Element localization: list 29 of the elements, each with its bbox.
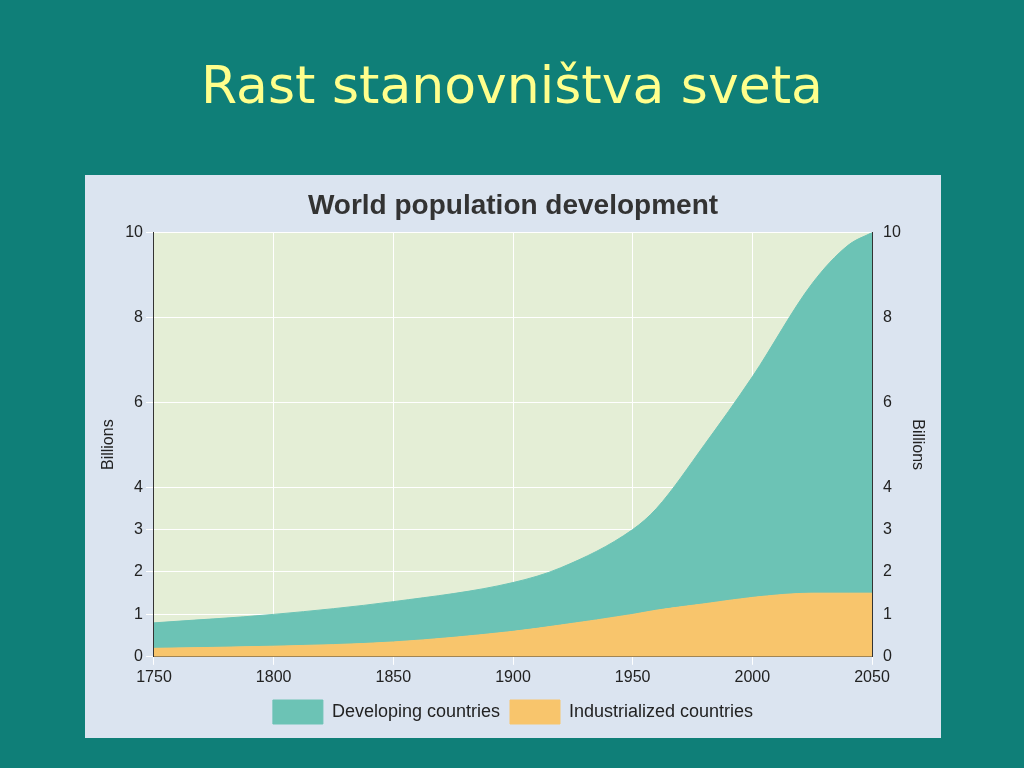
y-tick-label: 2 <box>134 562 144 580</box>
y-tick-label: 10 <box>125 223 144 241</box>
y2-tick-label: 3 <box>883 519 892 537</box>
y2-tick-label: 6 <box>883 392 892 410</box>
y-tick-label: 1 <box>134 604 144 622</box>
x-tick-label: 1850 <box>375 667 412 685</box>
y-tick-label: 4 <box>134 477 144 495</box>
chart-subtitle: World population development <box>307 188 719 220</box>
y-tick-label: 0 <box>134 647 144 665</box>
y2-tick-label: 2 <box>883 562 892 580</box>
legend-label: Industrialized countries <box>569 700 754 721</box>
y2-tick-label: 4 <box>883 477 892 495</box>
x-tick-label: 1900 <box>495 667 531 685</box>
y-axis-title: Billions <box>99 419 117 471</box>
x-tick-label: 1750 <box>136 667 172 685</box>
y2-tick-label: 10 <box>883 223 901 241</box>
legend-label: Developing countries <box>331 700 501 721</box>
y-tick-label: 8 <box>134 307 144 325</box>
y2-tick-label: 1 <box>883 604 892 622</box>
x-tick-label: 1800 <box>255 667 292 685</box>
y-tick-label: 6 <box>134 392 144 410</box>
x-tick-label: 1950 <box>614 667 651 685</box>
y-tick-label: 3 <box>134 519 144 537</box>
x-tick-label: 2050 <box>854 667 890 685</box>
chart-title: Rast stanovništva sveta <box>200 54 824 117</box>
x-tick-label: 2000 <box>734 667 771 685</box>
y2-tick-label: 0 <box>883 647 892 665</box>
y2-axis-title: Billions <box>909 419 927 471</box>
y2-tick-label: 8 <box>883 307 892 325</box>
